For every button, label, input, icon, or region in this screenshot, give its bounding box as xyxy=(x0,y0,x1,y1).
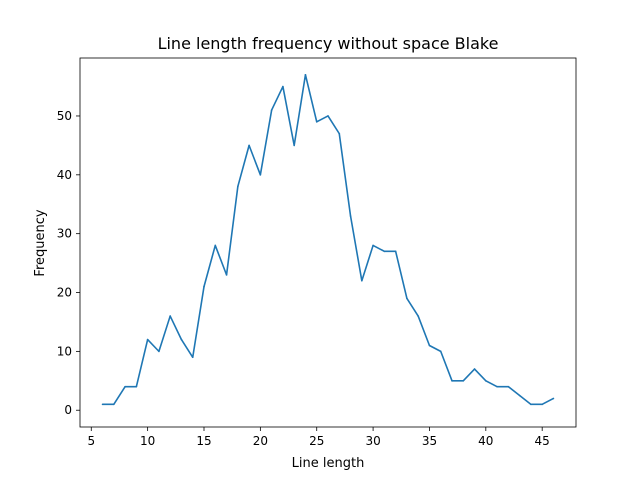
data-point xyxy=(349,215,352,217)
x-tick-label: 30 xyxy=(365,434,380,448)
data-point xyxy=(327,115,329,117)
y-tick-label: 30 xyxy=(57,227,72,241)
data-point xyxy=(372,244,374,247)
data-point xyxy=(124,385,126,388)
data-point xyxy=(191,356,194,359)
axis-ticks: 5 10 15 20 25 30 35 40 45 0 10 20 30 40 50 xyxy=(57,109,550,448)
y-tick-label: 20 xyxy=(57,286,72,300)
data-point xyxy=(237,185,239,188)
data-point xyxy=(451,380,453,382)
data-point xyxy=(518,394,521,397)
y-tick-label: 40 xyxy=(57,168,72,182)
data-point xyxy=(146,338,149,341)
x-tick-label: 25 xyxy=(309,434,324,448)
x-tick-label: 35 xyxy=(422,434,437,448)
data-point xyxy=(259,174,262,176)
y-tick-label: 50 xyxy=(57,109,72,123)
plot-area-frame xyxy=(79,57,577,428)
data-point xyxy=(361,279,363,282)
data-point xyxy=(304,73,307,76)
data-point xyxy=(383,250,386,253)
data-point xyxy=(270,109,273,111)
x-tick-label: 15 xyxy=(196,434,211,448)
data-point xyxy=(473,368,476,370)
x-tick-label: 20 xyxy=(253,434,268,448)
data-point xyxy=(203,285,205,288)
x-axis-label: Line length xyxy=(292,456,365,471)
data-point xyxy=(394,250,397,253)
x-tick-label: 10 xyxy=(140,434,155,448)
data-point xyxy=(417,315,419,317)
data-point xyxy=(214,244,217,247)
data-point xyxy=(135,385,138,388)
y-axis-label: Frequency xyxy=(33,209,48,276)
data-point xyxy=(169,315,171,317)
data-point xyxy=(406,297,408,300)
data-point xyxy=(552,397,555,400)
data-point xyxy=(101,403,104,406)
data-point xyxy=(507,385,510,388)
data-point xyxy=(225,274,228,276)
data-point xyxy=(439,350,442,353)
x-tick-label: 5 xyxy=(87,434,95,448)
series-group xyxy=(101,73,555,406)
data-point xyxy=(113,403,115,406)
y-tick-label: 10 xyxy=(57,344,72,358)
x-tick-label: 45 xyxy=(535,434,550,448)
data-point xyxy=(293,144,295,147)
data-point xyxy=(541,403,543,406)
data-point xyxy=(180,338,183,341)
x-tick-label: 40 xyxy=(478,434,493,448)
data-point xyxy=(282,85,284,88)
data-point xyxy=(485,380,487,382)
data-point xyxy=(496,385,498,388)
y-tick-label: 0 xyxy=(64,403,72,417)
data-point xyxy=(530,403,532,406)
data-point xyxy=(248,144,250,147)
chart-title: Line length frequency without space Blak… xyxy=(158,34,499,53)
data-point xyxy=(462,380,465,382)
data-point xyxy=(338,132,341,135)
data-point xyxy=(428,344,431,347)
data-point xyxy=(315,121,318,123)
data-point xyxy=(158,350,160,353)
